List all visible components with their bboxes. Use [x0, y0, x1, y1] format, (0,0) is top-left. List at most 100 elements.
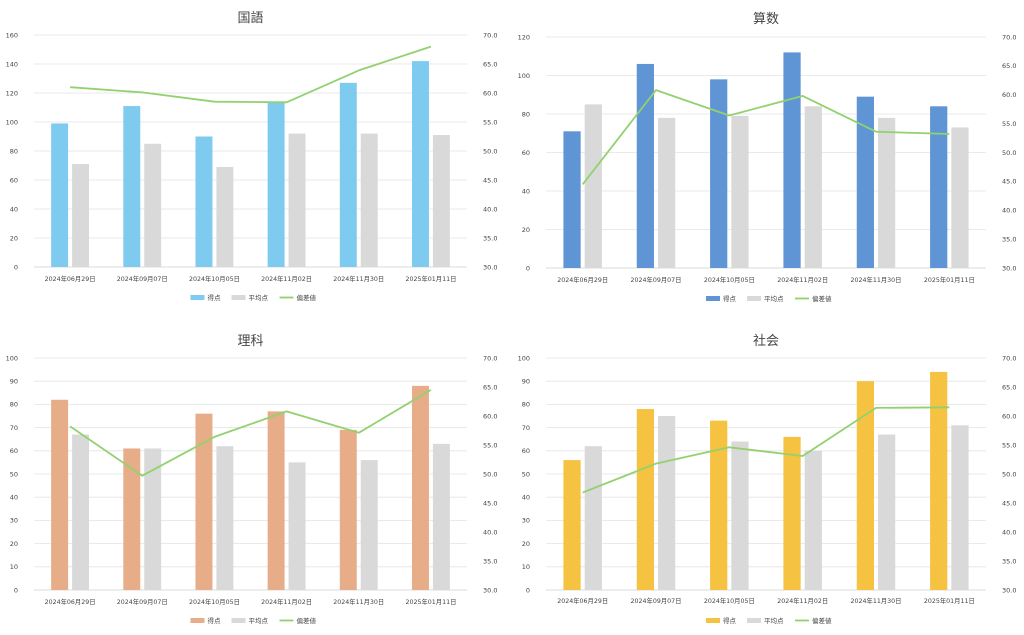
y-tick-label: 50 [522, 470, 530, 478]
y2-tick-label: 40.0 [483, 205, 497, 213]
legend-swatch-average [747, 618, 761, 623]
y2-tick-label: 45.0 [1002, 499, 1016, 507]
y2-tick-label: 35.0 [483, 234, 497, 242]
bar-score [783, 436, 801, 590]
chart-group: 社会 0 10 20 30 40 50 60 70 80 90 100 30.0 35.0 40.0 45.0… [518, 333, 1017, 625]
y2-tick-label: 35.0 [483, 557, 497, 565]
bar-average [584, 446, 602, 590]
bar-average [804, 450, 822, 590]
legend: 得点 平均点 偏差値 [190, 616, 317, 625]
legend-label-score: 得点 [723, 294, 737, 303]
series-line-deviation [582, 406, 950, 494]
legend-label-deviation: 偏差値 [297, 293, 317, 302]
bar-score [339, 429, 357, 590]
y2-tick-label: 30.0 [1002, 586, 1016, 594]
chart-title: 理科 [237, 334, 263, 349]
x-category-label: 2024年06月29日 [45, 274, 96, 283]
x-category-label: 2024年06月29日 [557, 596, 608, 605]
chart-group: 理科 0 10 20 30 40 50 60 70 80 90 100 30.0 35.0 40.0 45.0… [6, 334, 498, 625]
bar-score [267, 411, 285, 590]
bar-average [72, 434, 90, 590]
x-category-label: 2025年01月11日 [405, 274, 456, 283]
y2-tick-label: 30.0 [483, 263, 497, 271]
bar-average [360, 133, 378, 267]
series-line-deviation [581, 89, 950, 185]
y-tick-label: 40 [10, 205, 18, 213]
y2-tick-label: 50.0 [1002, 149, 1016, 157]
legend-label-average: 平均点 [249, 293, 269, 302]
bar-average [951, 425, 969, 590]
y-tick-label: 30 [10, 517, 18, 525]
legend-swatch-score [706, 618, 720, 623]
y-tick-label: 80 [10, 147, 18, 155]
y2-tick-label: 40.0 [1002, 528, 1016, 536]
legend-label-average: 平均点 [764, 616, 784, 625]
chart-group: 国語 0 20 40 60 80 100 120 140 160 30.0 35.0 40.0 45.0 5… [6, 10, 498, 302]
y2-tick-label: 65.0 [1002, 62, 1016, 70]
y2-tick-label: 55.0 [483, 118, 497, 126]
y2-tick-label: 70.0 [483, 31, 497, 39]
y-tick-label: 80 [10, 401, 18, 409]
y-tick-label: 100 [518, 72, 530, 80]
bar-average [731, 441, 749, 590]
y-tick-label: 30 [522, 517, 530, 525]
x-category-label: 2025年01月11日 [405, 597, 456, 606]
y-tick-label: 20 [10, 234, 18, 242]
y2-tick-label: 70.0 [1002, 354, 1016, 362]
y2-tick-label: 45.0 [483, 499, 497, 507]
bar-score [636, 63, 654, 269]
bar-average [72, 164, 90, 267]
chart-svg: 社会 0 10 20 30 40 50 60 70 80 90 100 30.0 35.0 40.0 45.0… [518, 333, 1017, 625]
y-tick-label: 70 [10, 424, 18, 432]
y2-tick-label: 50.0 [483, 147, 497, 155]
y-tick-label: 50 [10, 470, 18, 478]
bar-score [339, 82, 357, 267]
bar-score [411, 61, 429, 267]
x-category-label: 2024年11月02日 [261, 597, 312, 606]
y2-tick-label: 65.0 [1002, 383, 1016, 391]
y2-tick-label: 60.0 [483, 412, 497, 420]
legend-swatch-score [190, 295, 205, 300]
chart-title: 国語 [237, 10, 263, 26]
y-tick-label: 0 [14, 586, 18, 594]
bar-average [432, 443, 450, 590]
x-category-label: 2024年11月30日 [851, 275, 902, 284]
y2-tick-label: 70.0 [1002, 33, 1016, 41]
chart-panel-shakai: 社会 0 10 20 30 40 50 60 70 80 90 100 30.0 35.0 40.0 45.0… [512, 320, 1024, 635]
x-category-label: 2024年06月29日 [45, 597, 96, 606]
bar-score [856, 96, 874, 268]
y-tick-label: 0 [14, 263, 18, 271]
chart-title: 社会 [753, 333, 779, 349]
y2-tick-label: 55.0 [1002, 120, 1016, 128]
bar-average [878, 434, 896, 590]
bar-score [930, 371, 948, 590]
x-category-label: 2024年11月30日 [333, 597, 384, 606]
x-category-label: 2025年01月11日 [924, 275, 975, 284]
legend-swatch-score [706, 296, 720, 301]
y2-tick-label: 65.0 [483, 383, 497, 391]
bar-score [195, 413, 213, 590]
bar-average [288, 462, 306, 590]
chart-title: 算数 [753, 12, 779, 27]
bar-average [216, 166, 234, 267]
chart-panel-sansu: 算数 0 20 40 60 80 100 120 30.0 35.0 40.0 45.0 50.0 55.… [512, 0, 1024, 318]
bar-average [432, 135, 450, 267]
y-tick-label: 70 [522, 424, 530, 432]
bar-score [563, 460, 581, 590]
legend-swatch-score [190, 618, 205, 623]
chart-svg: 算数 0 20 40 60 80 100 120 30.0 35.0 40.0 45.0 50.0 55.… [518, 12, 1017, 303]
bar-average [804, 106, 822, 268]
x-category-label: 2024年06月29日 [557, 275, 608, 284]
y2-tick-label: 45.0 [1002, 178, 1016, 186]
legend-label-average: 平均点 [249, 616, 269, 625]
y-tick-label: 90 [10, 378, 18, 386]
y-tick-label: 100 [6, 118, 18, 126]
y-tick-label: 90 [522, 378, 530, 386]
x-category-label: 2024年09月07日 [117, 597, 168, 606]
x-category-label: 2024年10月05日 [189, 274, 240, 283]
y2-tick-label: 30.0 [483, 586, 497, 594]
bar-average [216, 446, 234, 590]
legend-label-deviation: 偏差値 [297, 616, 317, 625]
bar-score [123, 106, 141, 267]
chart-svg: 理科 0 10 20 30 40 50 60 70 80 90 100 30.0 35.0 40.0 45.0… [6, 334, 498, 625]
